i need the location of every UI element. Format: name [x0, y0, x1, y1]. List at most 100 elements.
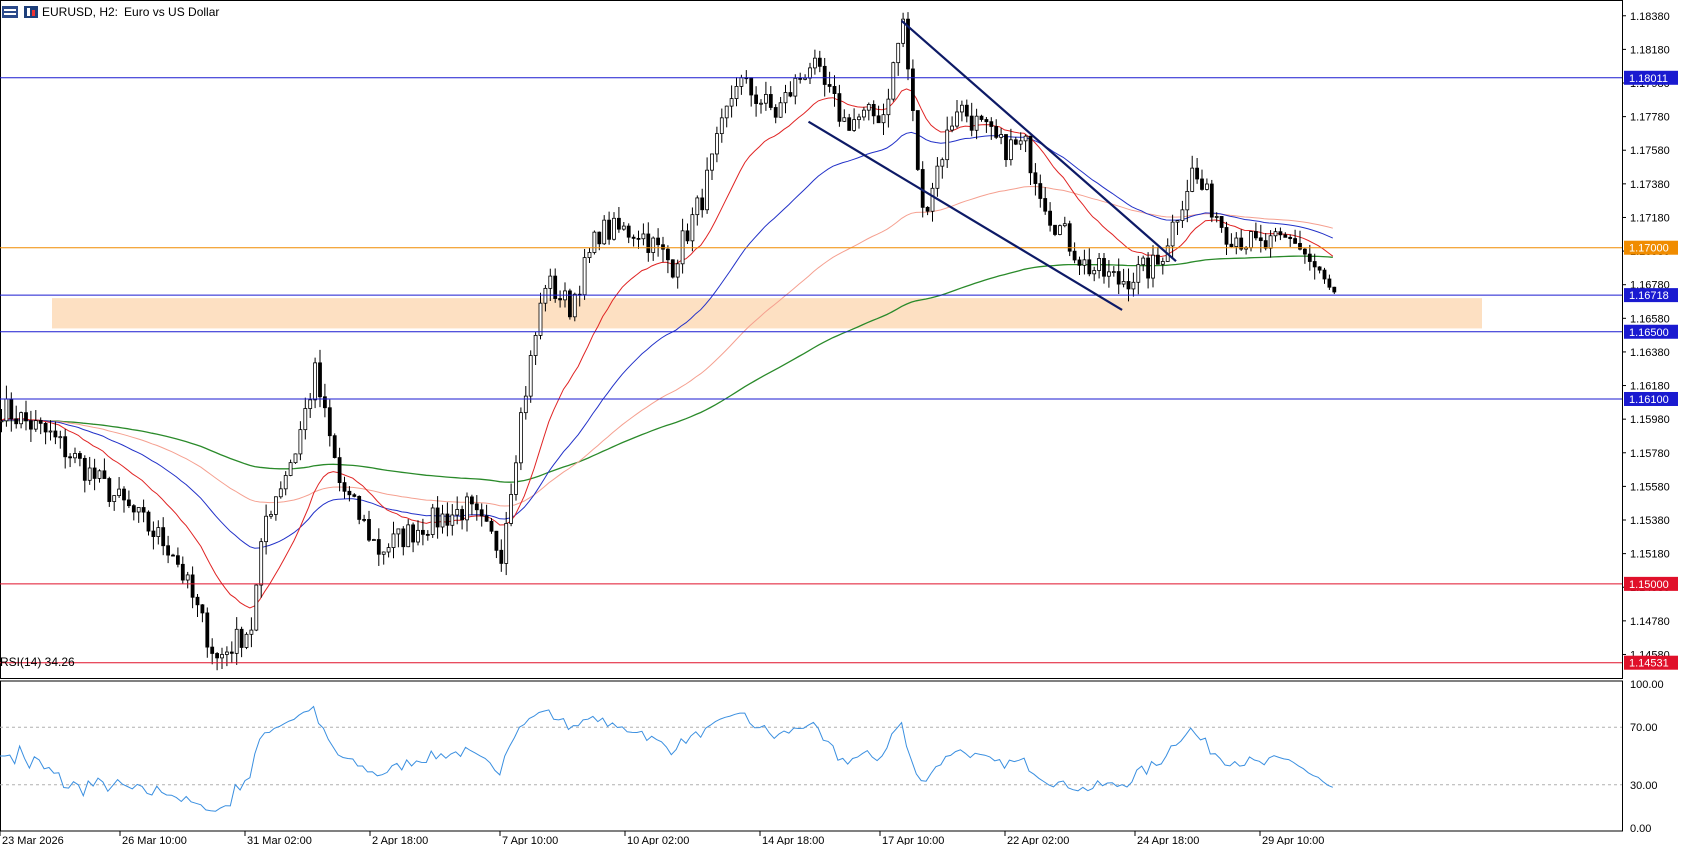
candle-body	[469, 496, 474, 505]
candle-body	[891, 62, 896, 100]
candle-body	[862, 109, 866, 118]
candle-body	[68, 456, 72, 459]
candle-body	[1288, 236, 1293, 239]
candle-body	[1185, 190, 1190, 211]
x-axis-tick-label: 17 Apr 10:00	[882, 835, 944, 845]
candle-body	[357, 496, 362, 520]
candle-body	[1273, 231, 1278, 237]
candle-body	[9, 398, 14, 420]
candle-body	[734, 86, 739, 100]
candle-body	[695, 197, 700, 216]
candlestick-icon[interactable]	[24, 6, 38, 18]
candle-body	[509, 494, 514, 524]
candle-body	[1111, 271, 1116, 273]
y-axis-tick-label: 1.15580	[1630, 481, 1670, 493]
price-level-tag	[1624, 391, 1678, 406]
candle-body	[955, 111, 959, 127]
candle-body	[631, 236, 636, 239]
candle-body	[519, 412, 523, 464]
candle-body	[136, 507, 141, 513]
candle-body	[352, 494, 357, 497]
candle-body	[303, 408, 308, 431]
candle-body	[857, 116, 861, 121]
candle-body	[729, 98, 734, 107]
candle-body	[48, 430, 53, 433]
candle-body	[1023, 135, 1028, 142]
candle-body	[852, 119, 856, 131]
candle-body	[690, 214, 695, 242]
candle-body	[1190, 167, 1195, 192]
candle-body	[661, 244, 665, 250]
candle-body	[269, 514, 273, 517]
candle-body	[778, 102, 783, 118]
candle-body	[685, 230, 690, 242]
candle-body	[1028, 135, 1033, 174]
candle-body	[764, 94, 768, 104]
y-axis-tick-label: 1.17180	[1630, 212, 1670, 224]
candle-body	[156, 527, 161, 537]
candle-body	[347, 490, 352, 496]
candle-body	[558, 298, 562, 301]
candle-body	[827, 84, 832, 87]
candle-body	[127, 499, 131, 507]
candle-body	[465, 496, 469, 521]
candle-body	[420, 529, 425, 535]
candle-body	[489, 520, 494, 532]
candle-body	[1205, 183, 1209, 190]
price-level-tag	[1624, 70, 1678, 85]
x-axis-tick-label: 23 Mar 2026	[2, 835, 64, 845]
candle-body	[1018, 140, 1023, 145]
candle-body	[945, 129, 950, 161]
candle-body	[1258, 237, 1263, 242]
candle-body	[705, 169, 709, 211]
y-axis-tick-label: 1.18180	[1630, 44, 1670, 56]
candle-body	[1072, 250, 1077, 261]
candle-body	[543, 287, 548, 304]
candle-body	[435, 507, 440, 528]
candle-body	[798, 77, 803, 80]
candle-body	[568, 290, 572, 318]
candle-body	[1200, 178, 1204, 190]
rsi-scale-label: 30.00	[1630, 780, 1658, 792]
candle-body	[1077, 259, 1082, 266]
candle-body	[1254, 231, 1258, 239]
candle-body	[43, 422, 48, 433]
menu-icon[interactable]	[2, 6, 18, 18]
candle-body	[19, 412, 24, 425]
candle-body	[783, 92, 788, 104]
candle-body	[822, 65, 827, 85]
candle-body	[651, 237, 656, 253]
candle-body	[318, 362, 322, 398]
candle-body	[817, 57, 822, 67]
x-axis-tick-label: 14 Apr 18:00	[762, 835, 824, 845]
candle-body	[504, 523, 509, 564]
candle-body	[1092, 270, 1097, 275]
candle-body	[989, 121, 994, 127]
candle-body	[1263, 240, 1268, 249]
candle-body	[362, 519, 367, 521]
trendline	[900, 19, 1177, 262]
candle-body	[960, 104, 964, 113]
candle-body	[715, 133, 719, 155]
candle-body	[739, 77, 744, 87]
candle-body	[82, 457, 87, 481]
candle-body	[445, 513, 450, 526]
candle-body	[151, 530, 156, 537]
candle-body	[411, 524, 416, 543]
candle-body	[1087, 259, 1092, 275]
y-axis-tick-label: 1.17780	[1630, 112, 1670, 124]
candle-body	[940, 159, 945, 167]
y-axis-tick-label: 1.16180	[1630, 381, 1670, 393]
candle-body	[1307, 253, 1312, 262]
candle-body	[1062, 223, 1067, 227]
candle-body	[1053, 224, 1057, 235]
candle-body	[1126, 281, 1131, 290]
candle-body	[53, 430, 58, 438]
price-level-label: 1.18011	[1629, 73, 1668, 85]
candle-body	[548, 275, 553, 289]
candle-body	[1136, 264, 1141, 283]
candle-body	[832, 86, 837, 94]
candle-body	[1209, 183, 1214, 218]
